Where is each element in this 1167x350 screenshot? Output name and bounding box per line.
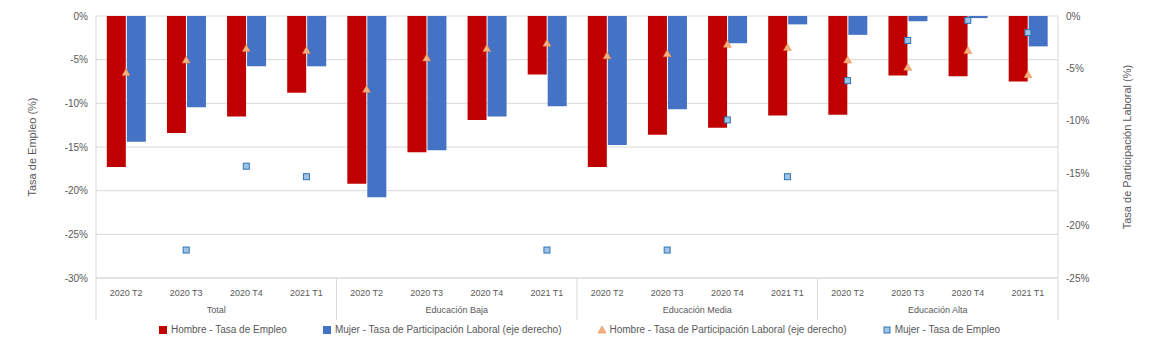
html-text:Mujer - Tasa de Empleo: Mujer - Tasa de Empleo (894, 324, 1001, 335)
svg-text:-15%: -15% (1066, 168, 1089, 179)
svg-text:2021 T1: 2021 T1 (290, 288, 323, 298)
svg-text:-15%: -15% (65, 142, 88, 153)
svg-text:2020 T3: 2020 T3 (170, 288, 203, 298)
svg-text:-5%: -5% (70, 54, 88, 65)
svg-text:0%: 0% (1066, 11, 1081, 22)
svg-text:2020 T4: 2020 T4 (230, 288, 263, 298)
svg-text:Total: Total (207, 305, 226, 315)
html-text:Hombre - Tasa de Participación: Hombre - Tasa de Participación Laboral (… (609, 324, 847, 335)
svg-text:-5%: -5% (1066, 63, 1084, 74)
svg-text:Educación Baja: Educación Baja (425, 305, 488, 315)
svg-text:2020 T4: 2020 T4 (711, 288, 744, 298)
svg-text:-10%: -10% (65, 98, 88, 109)
html-text:Mujer - Tasa de Participación: Mujer - Tasa de Participación Laboral (e… (334, 324, 562, 335)
svg-text:2020 T4: 2020 T4 (951, 288, 984, 298)
svg-text:Tasa de Participación Laboral: Tasa de Participación Laboral (%) (1121, 65, 1133, 229)
svg-text:2020 T3: 2020 T3 (891, 288, 924, 298)
svg-text:2020 T3: 2020 T3 (410, 288, 443, 298)
svg-text:-25%: -25% (1066, 273, 1089, 284)
svg-text:Tasa de Empleo (%): Tasa de Empleo (%) (26, 97, 38, 196)
svg-text:-20%: -20% (1066, 220, 1089, 231)
svg-text:2020 T2: 2020 T2 (110, 288, 143, 298)
svg-text:-10%: -10% (1066, 115, 1089, 126)
svg-text:-20%: -20% (65, 185, 88, 196)
svg-text:0%: 0% (74, 11, 89, 22)
svg-text:2020 T3: 2020 T3 (651, 288, 684, 298)
svg-text:2020 T2: 2020 T2 (831, 288, 864, 298)
html-text:Hombre - Tasa de Empleo: Hombre - Tasa de Empleo (170, 324, 287, 335)
svg-text:2020 T4: 2020 T4 (470, 288, 503, 298)
svg-text:2020 T2: 2020 T2 (350, 288, 383, 298)
svg-text:-30%: -30% (65, 273, 88, 284)
svg-text:-25%: -25% (65, 229, 88, 240)
svg-text:2021 T1: 2021 T1 (531, 288, 564, 298)
svg-text:Educación Media: Educación Media (663, 305, 732, 315)
svg-text:2021 T1: 2021 T1 (771, 288, 804, 298)
svg-text:Educación Alta: Educación Alta (908, 305, 968, 315)
svg-text:2021 T1: 2021 T1 (1012, 288, 1045, 298)
svg-text:2020 T2: 2020 T2 (591, 288, 624, 298)
